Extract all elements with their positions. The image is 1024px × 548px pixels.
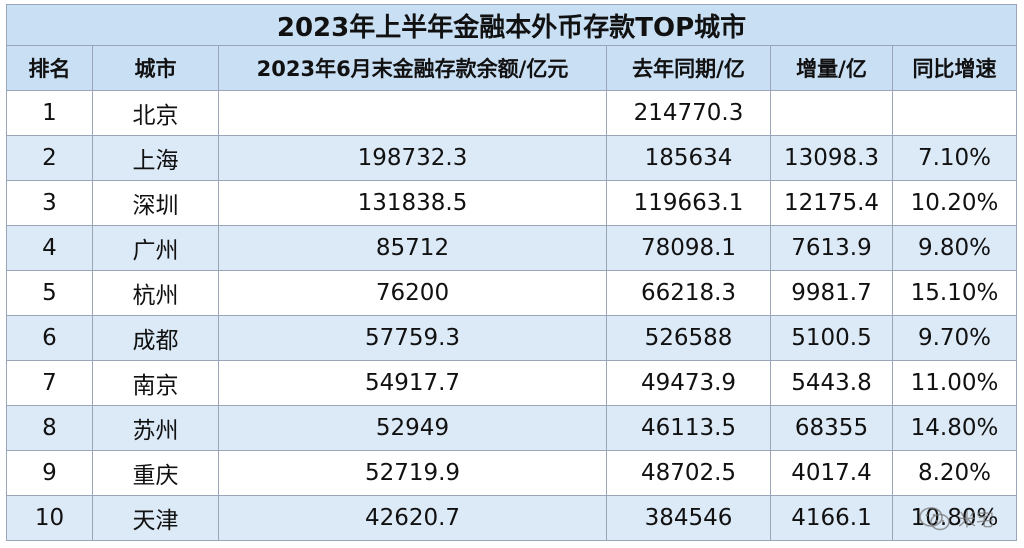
- rank-cell: 3: [6, 180, 93, 226]
- city-cell: 苏州: [92, 405, 219, 451]
- table-row: 4 广州 85712 78098.1 7613.9 9.80%: [6, 225, 1018, 271]
- increment-cell: 7613.9: [770, 225, 893, 271]
- growth-cell: 9.80%: [891, 225, 1018, 271]
- last-year-cell: 185634: [606, 135, 771, 181]
- title-row: 2023年上半年金融本外币存款TOP城市: [5, 4, 1018, 46]
- last-year-cell: 214770.3: [606, 90, 771, 136]
- last-year-cell: 526588: [606, 315, 771, 361]
- watermark-text: 米宅: [958, 510, 994, 531]
- watermark: 米宅: [918, 506, 994, 532]
- header-rank: 排名: [6, 45, 93, 91]
- rank-cell: 1: [6, 90, 93, 136]
- last-year-cell: 119663.1: [606, 180, 771, 226]
- rank-cell: 9: [6, 450, 93, 496]
- header-city: 城市: [92, 45, 219, 91]
- balance-cell: 57759.3: [218, 315, 607, 361]
- increment-cell: 4166.1: [770, 495, 893, 541]
- balance-cell: [218, 90, 607, 136]
- growth-cell: 11.00%: [891, 360, 1018, 406]
- table-row: 8 苏州 52949 46113.5 68355 14.80%: [6, 405, 1018, 451]
- balance-cell: 198732.3: [218, 135, 607, 181]
- header-last-year: 去年同期/亿: [606, 45, 771, 91]
- balance-cell: 42620.7: [218, 495, 607, 541]
- last-year-cell: 384546: [606, 495, 771, 541]
- city-cell: 杭州: [92, 270, 219, 316]
- rank-cell: 8: [6, 405, 93, 451]
- increment-cell: 12175.4: [770, 180, 893, 226]
- table-row: 9 重庆 52719.9 48702.5 4017.4 8.20%: [6, 450, 1018, 496]
- growth-cell: [891, 90, 1018, 136]
- increment-cell: 4017.4: [770, 450, 893, 496]
- table-row: 6 成都 57759.3 526588 5100.5 9.70%: [6, 315, 1018, 361]
- increment-cell: 68355: [770, 405, 893, 451]
- growth-cell: 10.80%: [891, 495, 1018, 541]
- rank-cell: 4: [6, 225, 93, 271]
- last-year-cell: 46113.5: [606, 405, 771, 451]
- last-year-cell: 48702.5: [606, 450, 771, 496]
- rank-cell: 6: [6, 315, 93, 361]
- increment-cell: 5100.5: [770, 315, 893, 361]
- city-cell: 上海: [92, 135, 219, 181]
- table-title: 2023年上半年金融本外币存款TOP城市: [5, 4, 1018, 46]
- city-cell: 北京: [92, 90, 219, 136]
- header-growth: 同比增速: [891, 45, 1018, 91]
- header-increment: 增量/亿: [770, 45, 893, 91]
- table-body: 1 北京 214770.3 2 上海 198732.3 185634 13098.3 7.10%…: [6, 90, 1018, 541]
- city-cell: 天津: [92, 495, 219, 541]
- increment-cell: [770, 90, 893, 136]
- wechat-icon: [919, 507, 950, 531]
- city-cell: 南京: [92, 360, 219, 406]
- growth-cell: 14.80%: [891, 405, 1018, 451]
- growth-cell: 7.10%: [891, 135, 1018, 181]
- city-cell: 成都: [92, 315, 219, 361]
- table-row: 1 北京 214770.3: [6, 90, 1018, 136]
- table-row: 2 上海 198732.3 185634 13098.3 7.10%: [6, 135, 1018, 181]
- city-cell: 重庆: [92, 450, 219, 496]
- growth-cell: 10.20%: [891, 180, 1018, 226]
- growth-cell: 15.10%: [891, 270, 1018, 316]
- growth-cell: 9.70%: [891, 315, 1018, 361]
- deposit-ranking-table: 2023年上半年金融本外币存款TOP城市 排名 城市 2023年6月末金融存款余…: [5, 4, 1018, 541]
- city-cell: 深圳: [92, 180, 219, 226]
- increment-cell: 5443.8: [770, 360, 893, 406]
- header-balance: 2023年6月末金融存款余额/亿元: [218, 45, 607, 91]
- increment-cell: 13098.3: [770, 135, 893, 181]
- balance-cell: 52719.9: [218, 450, 607, 496]
- table-row: 10 天津 42620.7 384546 4166.1 10.80%: [6, 495, 1018, 541]
- table-row: 3 深圳 131838.5 119663.1 12175.4 10.20%: [6, 180, 1018, 226]
- balance-cell: 131838.5: [218, 180, 607, 226]
- city-cell: 广州: [92, 225, 219, 271]
- rank-cell: 10: [6, 495, 93, 541]
- balance-cell: 76200: [218, 270, 607, 316]
- balance-cell: 52949: [218, 405, 607, 451]
- last-year-cell: 49473.9: [606, 360, 771, 406]
- balance-cell: 85712: [218, 225, 607, 271]
- growth-cell: 8.20%: [891, 450, 1018, 496]
- last-year-cell: 78098.1: [606, 225, 771, 271]
- last-year-cell: 66218.3: [606, 270, 771, 316]
- balance-cell: 54917.7: [218, 360, 607, 406]
- rank-cell: 5: [6, 270, 93, 316]
- table-row: 7 南京 54917.7 49473.9 5443.8 11.00%: [6, 360, 1018, 406]
- rank-cell: 7: [6, 360, 93, 406]
- increment-cell: 9981.7: [770, 270, 893, 316]
- header-row: 排名 城市 2023年6月末金融存款余额/亿元 去年同期/亿 增量/亿 同比增速: [6, 45, 1018, 91]
- rank-cell: 2: [6, 135, 93, 181]
- table-row: 5 杭州 76200 66218.3 9981.7 15.10%: [6, 270, 1018, 316]
